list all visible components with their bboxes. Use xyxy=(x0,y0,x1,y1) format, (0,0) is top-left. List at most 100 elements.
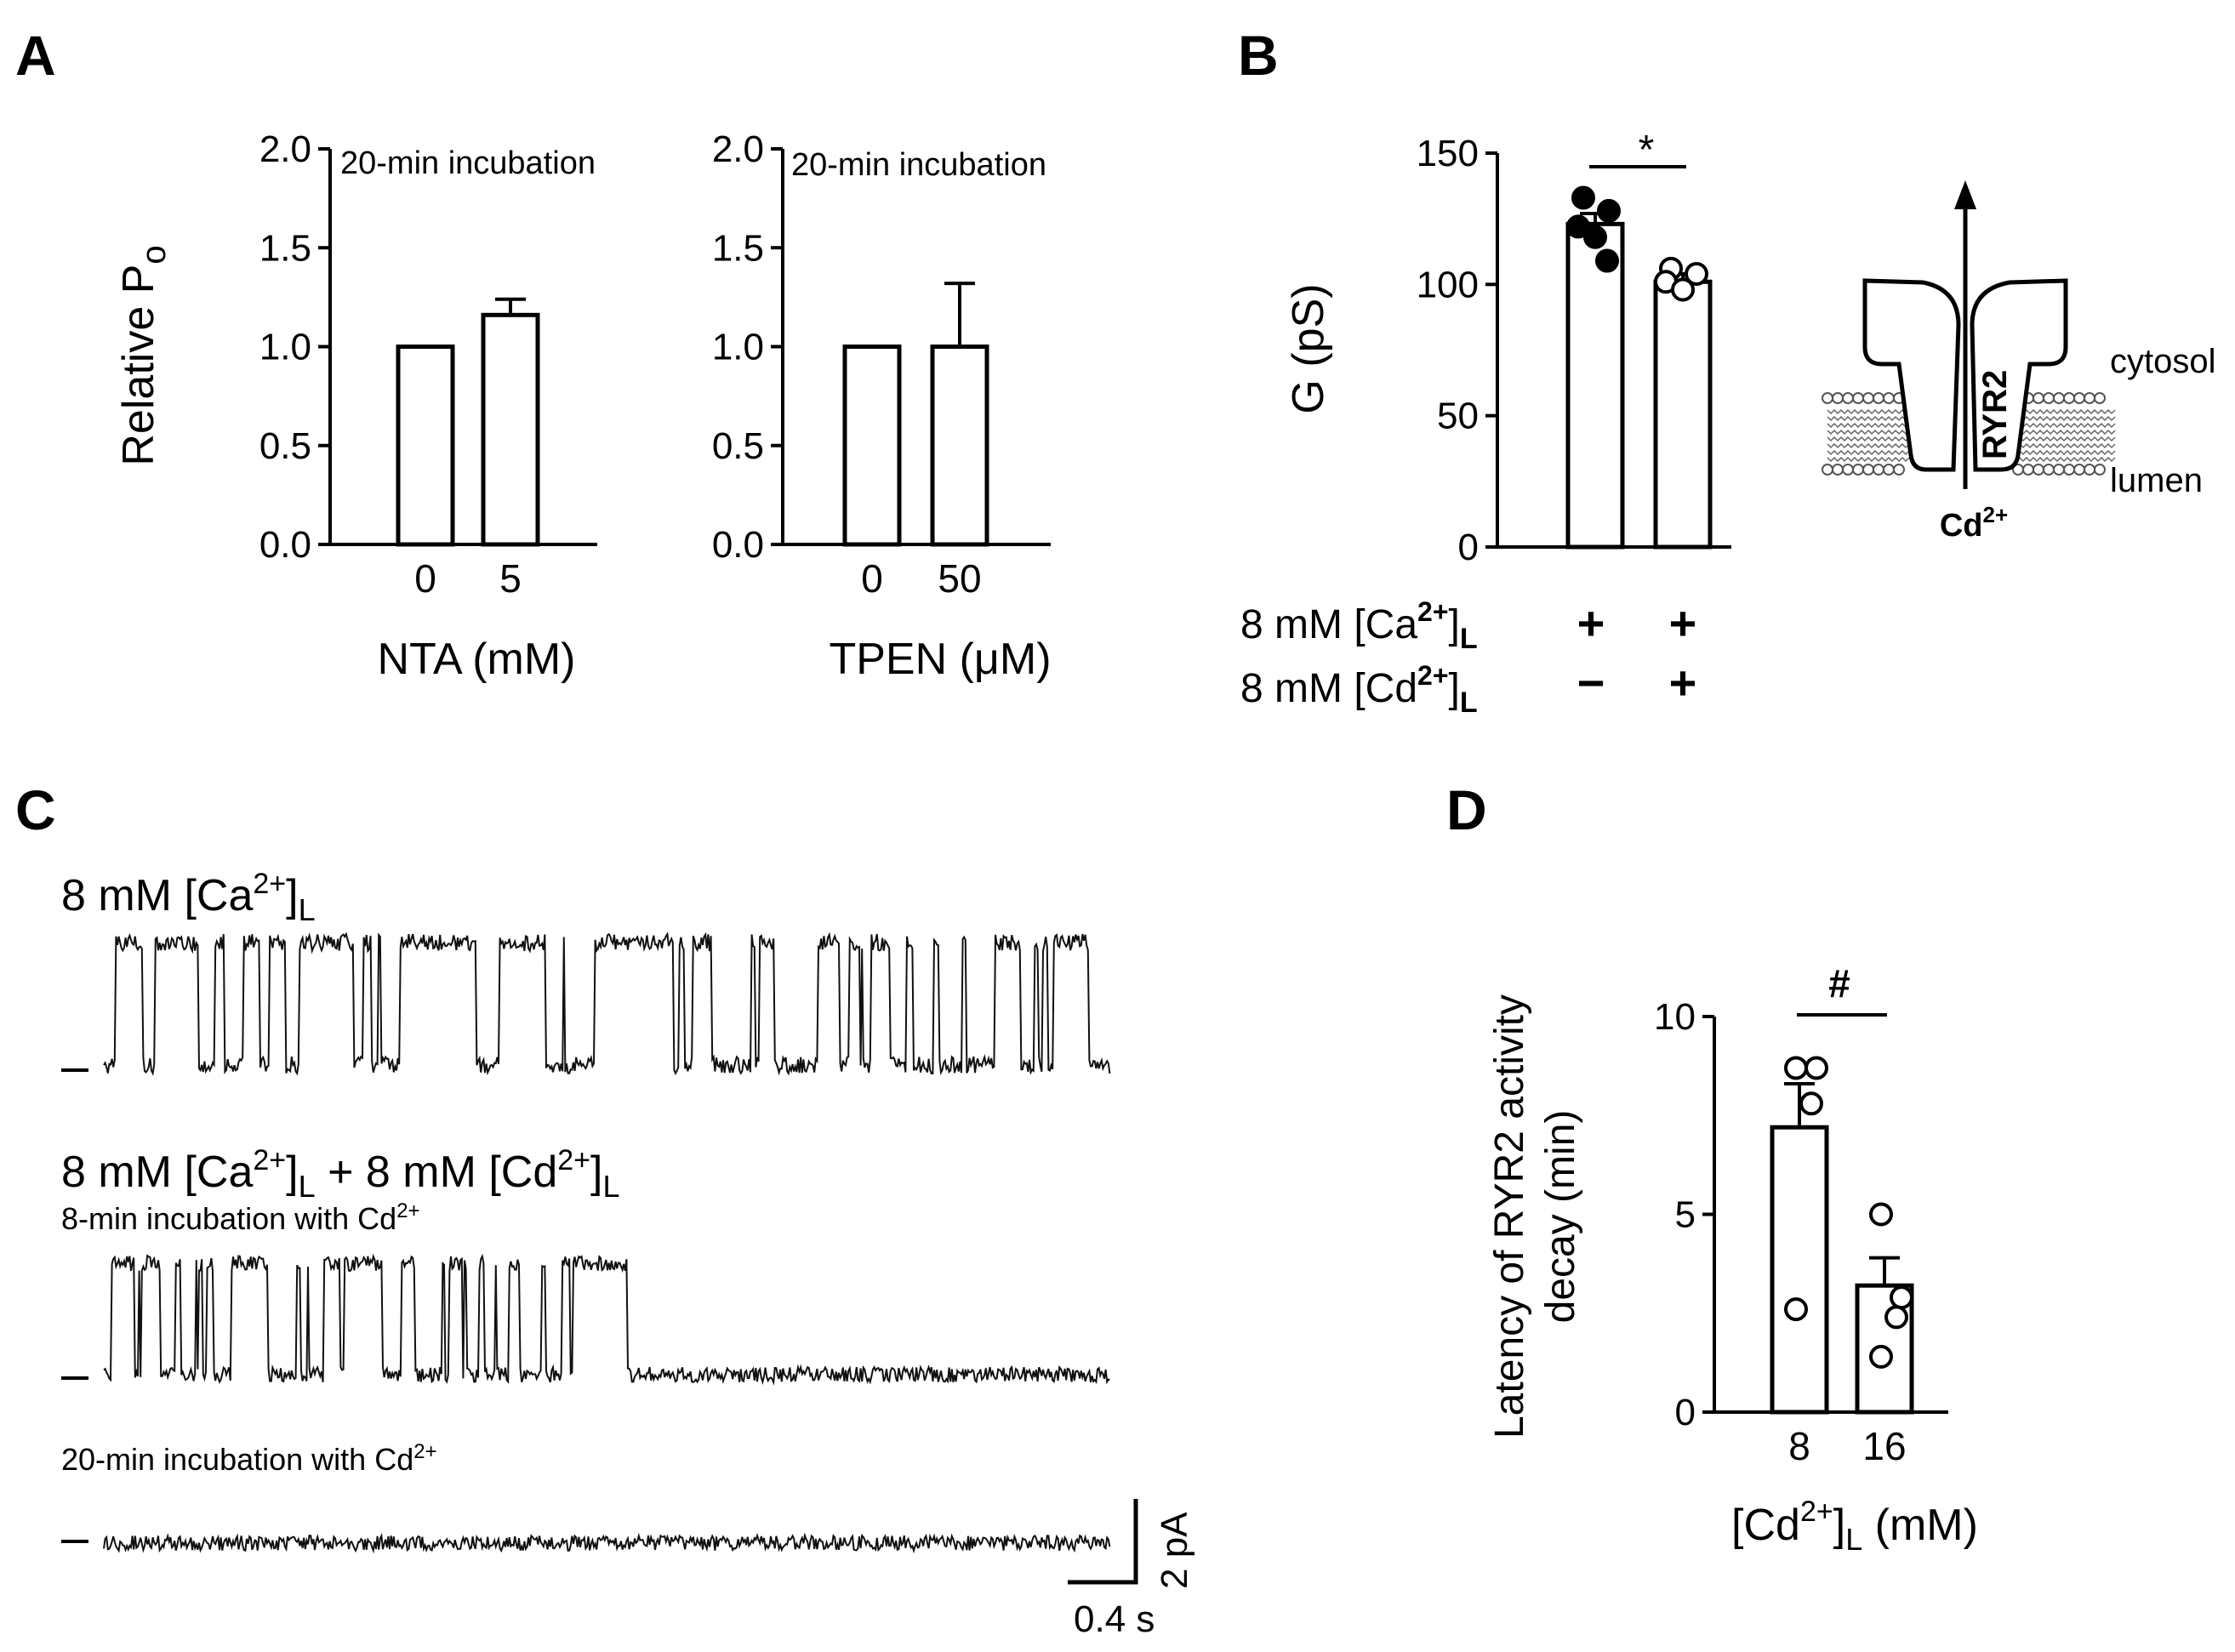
chart-b-y-tick-label: 150 xyxy=(1417,133,1479,174)
chart-d-bar xyxy=(1770,1125,1829,1415)
single-channel-traces: 8 mM [Ca2+]L 8 mM [Ca2+]L + 8 mM [Cd2+]L… xyxy=(61,868,1195,1640)
chart-a2-x-tick-label: 0 xyxy=(861,556,883,601)
lipid-head xyxy=(1832,392,1844,404)
lipid-tail xyxy=(1827,422,1910,429)
panel-label-d: D xyxy=(1446,778,1487,841)
chart-b-condition-row: 8 mM [Cd2+]L − + xyxy=(1240,656,1696,719)
chart-d-y-tick-label: 0 xyxy=(1675,1392,1696,1433)
lumen-label: lumen xyxy=(2110,462,2203,499)
chart-d-ylabel: decay (min) xyxy=(1538,1110,1583,1324)
chart-d-xlabel: [Cd2+]L (mM) xyxy=(1731,1495,1978,1557)
lipid-head xyxy=(1862,392,1874,404)
lipid-head xyxy=(1852,464,1864,476)
chart-a1-nta: Relative Po 20-min incubation NTA (mM) 0… xyxy=(114,128,597,684)
chart-a1-bar xyxy=(481,312,540,547)
lipid-head xyxy=(2063,464,2075,476)
chart-a2-x-tick-label: 50 xyxy=(938,556,981,601)
trace1-title: 8 mM [Ca2+]L xyxy=(61,868,316,927)
scale-bar-x-label: 0.4 s xyxy=(1074,1598,1155,1640)
arrow-head-icon xyxy=(1954,180,1976,209)
lipid-tail xyxy=(2012,422,2116,429)
lipid-head xyxy=(2043,392,2055,404)
lipid-head xyxy=(2084,464,2095,476)
lipid-head xyxy=(2073,392,2085,404)
chart-d-x-tick-label: 8 xyxy=(1788,1424,1810,1468)
chart-d-x-tick-label: 16 xyxy=(1862,1424,1906,1468)
chart-b-sign: + xyxy=(1669,596,1697,650)
lipid-head xyxy=(1832,464,1844,476)
chart-a2-y-tick-label: 0.5 xyxy=(712,425,764,467)
chart-a1-y-tick-label: 1.5 xyxy=(259,227,311,269)
chart-b-data-point xyxy=(1583,225,1607,249)
lipid-head xyxy=(1893,464,1905,476)
trace-3-current xyxy=(103,1532,1111,1554)
trace3-note: 20-min incubation with Cd2+ xyxy=(61,1440,437,1477)
chart-a2-annotation: 20-min incubation xyxy=(791,147,1046,183)
scale-bar xyxy=(1068,1499,1138,1585)
ryr2-channel-left-half xyxy=(1862,278,1961,472)
lipid-head xyxy=(1842,464,1854,476)
lipid-head xyxy=(1842,392,1854,404)
chart-d-y-tick-label: 5 xyxy=(1675,1194,1696,1236)
chart-a2-y-tick-label: 1.0 xyxy=(712,327,764,368)
chart-b-y-tick-label: 50 xyxy=(1437,396,1479,437)
chart-a1-y-tick-label: 0.0 xyxy=(259,524,311,566)
chart-b-condition-label: 8 mM [Ca2+]L xyxy=(1240,596,1478,655)
chart-b-sign: − xyxy=(1577,656,1605,709)
chart-a1-xlabel: NTA (mM) xyxy=(378,635,576,684)
chart-d-data-point xyxy=(1890,1285,1913,1310)
chart-a2-y-tick-label: 1.5 xyxy=(712,227,764,269)
chart-a1-ylabel: Relative Po xyxy=(114,245,173,465)
chart-b-sign: + xyxy=(1669,656,1697,709)
lipid-head xyxy=(1862,464,1874,476)
chart-b-data-point xyxy=(1597,198,1621,223)
chart-d-data-point xyxy=(1784,1297,1808,1322)
ion-label: Cd2+ xyxy=(1940,502,2008,544)
lipid-tail xyxy=(2012,436,2116,442)
chart-b-data-point xyxy=(1595,248,1619,273)
lipid-head xyxy=(2033,392,2044,404)
chart-a2-xlabel: TPEN (μM) xyxy=(829,635,1051,684)
chart-b-data-point xyxy=(1685,261,1708,286)
lipid-head xyxy=(2073,464,2085,476)
chart-b-ylabel: G (pS) xyxy=(1284,283,1333,413)
chart-a1-x-tick-label: 5 xyxy=(499,556,522,601)
chart-d-data-point xyxy=(1884,1305,1908,1330)
lipid-tail xyxy=(1827,449,1910,456)
lipid-head xyxy=(2063,392,2075,404)
chart-d-data-point xyxy=(1805,1056,1828,1080)
chart-b-significance: * xyxy=(1639,128,1655,173)
chart-a2-bar xyxy=(930,345,989,547)
chart-a2-tpen: 20-min incubation TPEN (μM) 0.0 0.5 1.0 1.5… xyxy=(712,128,1052,684)
chart-b-condition-label: 8 mM [Cd2+]L xyxy=(1240,660,1478,719)
chart-a2-y-tick-label: 0.0 xyxy=(712,524,764,566)
chart-b-data-point xyxy=(1571,185,1595,210)
lipid-tail xyxy=(1827,436,1910,442)
lipid-tail xyxy=(2012,442,2116,449)
lipid-tail xyxy=(1827,456,1910,463)
ryr2-channel-diagram: RYR2 cytosol lumen Cd2+ xyxy=(1822,180,2216,544)
chart-d-data-point xyxy=(1799,1091,1823,1116)
chart-b-data-point xyxy=(1566,214,1590,239)
lipid-head xyxy=(2053,392,2065,404)
lipid-head xyxy=(2084,392,2095,404)
scale-bar-y-label: 2 pA xyxy=(1154,1512,1195,1589)
trace-1-current xyxy=(103,931,1111,1076)
lipid-head xyxy=(2022,464,2034,476)
lipid-bilayer xyxy=(1822,392,2116,476)
cytosol-label: cytosol xyxy=(2110,343,2216,380)
chart-a2-y-tick-label: 2.0 xyxy=(712,128,764,170)
chart-b-bar xyxy=(1653,279,1713,550)
chart-b-sign: + xyxy=(1577,596,1605,650)
lipid-tail xyxy=(2012,456,2116,463)
lipid-head xyxy=(2043,464,2055,476)
chart-a1-y-tick-label: 2.0 xyxy=(259,128,311,170)
ryr2-channel-right-half xyxy=(1970,278,2068,472)
lipid-head xyxy=(2094,464,2106,476)
chart-d-data-point xyxy=(1784,1056,1808,1080)
channel-label: RYR2 xyxy=(1976,370,2014,459)
lipid-head xyxy=(1852,392,1864,404)
chart-d-latency: Latency of RYR2 activity decay (min) # [… xyxy=(1487,961,1978,1557)
chart-b-bar xyxy=(1565,221,1625,550)
